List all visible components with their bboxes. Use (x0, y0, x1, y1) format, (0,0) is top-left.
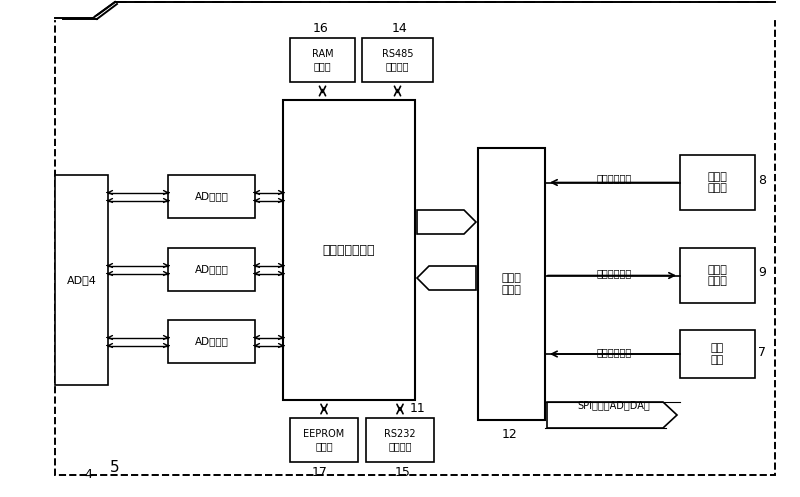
Text: 12: 12 (502, 428, 518, 441)
Text: 4: 4 (84, 469, 92, 482)
Text: 16: 16 (313, 21, 329, 34)
Text: AD转换器: AD转换器 (194, 336, 229, 346)
Text: 9: 9 (758, 266, 766, 279)
Text: 开关量的输出: 开关量的输出 (596, 268, 632, 278)
Text: AD转换器: AD转换器 (194, 264, 229, 274)
Bar (366, 418, 434, 462)
Bar (168, 175, 255, 218)
Text: AD转换器: AD转换器 (194, 191, 229, 201)
Bar (478, 148, 545, 420)
Text: 7: 7 (758, 345, 766, 358)
Bar (290, 38, 355, 82)
Bar (55, 175, 108, 385)
Polygon shape (417, 210, 476, 234)
Text: 频率量的采集: 频率量的采集 (596, 347, 632, 357)
Text: RS485
通信接口: RS485 通信接口 (382, 49, 414, 71)
Text: 开光量的采集: 开光量的采集 (596, 173, 632, 183)
Polygon shape (417, 266, 476, 290)
Text: SPI总线（AD、DA）: SPI总线（AD、DA） (578, 400, 650, 410)
Text: 15: 15 (395, 467, 411, 480)
Bar (168, 320, 255, 363)
Bar (680, 330, 755, 378)
Text: 可编逸
耦器件: 可编逸 耦器件 (502, 273, 522, 295)
Polygon shape (547, 402, 677, 428)
Text: 11: 11 (410, 402, 426, 414)
Bar (680, 248, 755, 303)
Text: AD杓4: AD杓4 (66, 275, 97, 285)
Text: EEPROM
存偐器: EEPROM 存偐器 (303, 429, 345, 451)
Text: 5: 5 (110, 461, 120, 476)
Bar (168, 248, 255, 291)
Text: 14: 14 (392, 21, 408, 34)
Bar (362, 38, 433, 82)
Text: 17: 17 (312, 467, 328, 480)
Text: 数字量
输出板: 数字量 输出板 (707, 265, 727, 286)
Text: RS232
通信接口: RS232 通信接口 (384, 429, 416, 451)
Text: 数字量
输入板: 数字量 输入板 (707, 171, 727, 193)
Text: 8: 8 (758, 173, 766, 186)
Text: RAM
存偐器: RAM 存偐器 (312, 49, 334, 71)
Text: 数字信号处理器: 数字信号处理器 (322, 244, 375, 256)
Bar (290, 418, 358, 462)
Bar (283, 100, 415, 400)
Bar (680, 155, 755, 210)
Text: 频率
量板: 频率 量板 (711, 343, 724, 365)
